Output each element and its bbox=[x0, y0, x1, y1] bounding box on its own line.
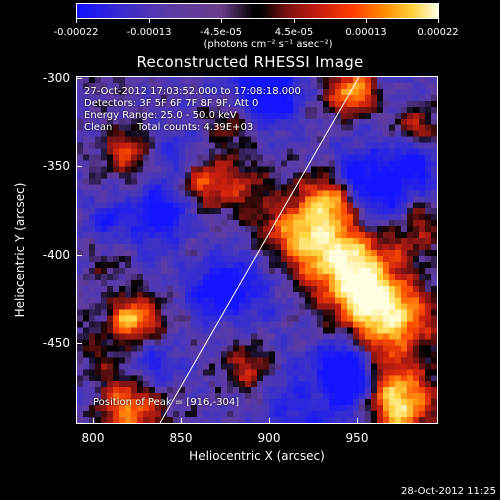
x-tick-label: 950 bbox=[345, 431, 369, 445]
y-axis-label: Heliocentric Y (arcsec) bbox=[13, 182, 27, 318]
x-axis-label: Heliocentric X (arcsec) bbox=[189, 449, 325, 463]
x-tick-label: 900 bbox=[257, 431, 281, 445]
detectors-label: Detectors: 3F 5F 6F 7F 8F 9F, Att 0 bbox=[84, 98, 259, 109]
x-tick-label: 850 bbox=[169, 431, 193, 445]
plot-title: Reconstructed RHESSI Image bbox=[136, 53, 364, 71]
y-tick-label: -350 bbox=[42, 159, 70, 173]
colorbar-tick: 0.00022 bbox=[417, 27, 459, 38]
total-counts-label: Total counts: 4.39E+03 bbox=[137, 122, 254, 133]
timestamp: 28-Oct-2012 11:25 bbox=[401, 486, 496, 497]
algorithm-label: Clean bbox=[84, 122, 113, 133]
colorbar-tick: 4.5e-05 bbox=[274, 27, 314, 38]
image-plot-area: 27-Oct-2012 17:03:52.000 to 17:08:18.000… bbox=[76, 76, 438, 424]
y-tick-label: -450 bbox=[42, 336, 70, 350]
time-range-label: 27-Oct-2012 17:03:52.000 to 17:08:18.000 bbox=[84, 86, 301, 97]
x-tick-label: 800 bbox=[81, 431, 105, 445]
rhessi-heatmap-image bbox=[77, 77, 437, 423]
y-tick-label: -400 bbox=[42, 248, 70, 262]
colorbar-tick: 0.00013 bbox=[345, 27, 387, 38]
colorbar-tick: -0.00013 bbox=[126, 27, 172, 38]
colorbar-units: (photons cm⁻² s⁻¹ asec⁻²) bbox=[203, 39, 333, 50]
y-tick-label: -300 bbox=[42, 71, 70, 85]
peak-position-label: Position of Peak = [916,-304] bbox=[93, 397, 240, 408]
solar-limb-line bbox=[159, 77, 360, 423]
colorbar bbox=[76, 3, 439, 19]
colorbar-tick: -0.00022 bbox=[53, 27, 99, 38]
energy-range-label: Energy Range: 25.0 - 50.0 keV bbox=[84, 110, 237, 121]
colorbar-tick: -4.5e-05 bbox=[200, 27, 242, 38]
